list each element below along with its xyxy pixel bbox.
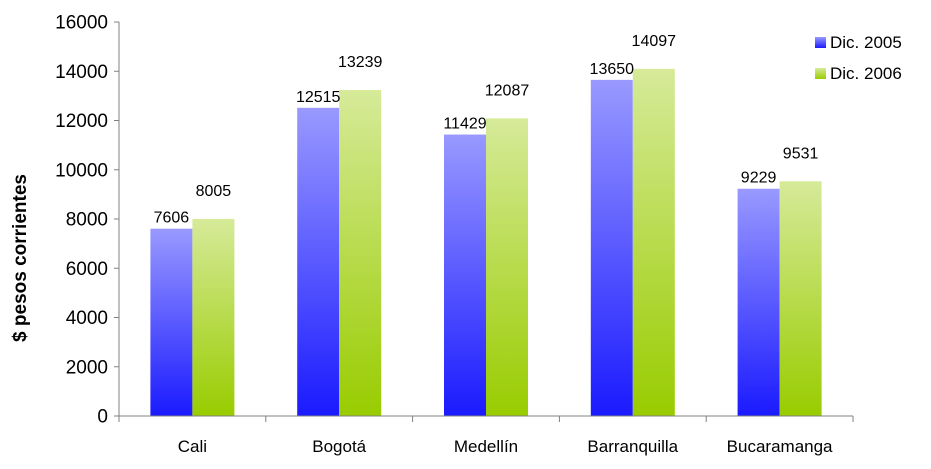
bar-dic-2006-1 — [339, 89, 382, 416]
bar-dic-2006-4 — [779, 181, 822, 416]
data-label-dic-2005-4: 9229 — [741, 170, 777, 187]
ticks-group: 0 2000 4000 6000 8000 10000 12000 14000 16000 Cal… — [55, 13, 854, 456]
bar-dic-2005-0 — [150, 228, 193, 416]
y-tick-label: 12000 — [55, 111, 108, 132]
legend-swatch-dic-2005 — [815, 37, 826, 48]
data-label-dic-2005-2: 11429 — [443, 116, 486, 133]
bar-dic-2005-3 — [590, 79, 633, 417]
bar-dic-2006-0 — [192, 218, 235, 416]
bar-dic-2005-4 — [737, 188, 780, 416]
x-tick-label: Bogotá — [312, 437, 366, 456]
legend-swatch-dic-2006 — [815, 68, 826, 79]
y-tick-label: 4000 — [66, 308, 108, 329]
data-label-dic-2005-0: 7606 — [154, 210, 190, 227]
data-label-dic-2006-4: 9531 — [783, 145, 819, 162]
legend-label-dic-2006: Dic. 2006 — [830, 64, 902, 83]
bar-dic-2005-1 — [297, 107, 340, 417]
y-tick-label: 0 — [97, 407, 108, 428]
y-tick-label: 16000 — [55, 13, 108, 34]
x-tick-label: Barranquilla — [587, 437, 678, 456]
data-label-dic-2006-1: 13239 — [338, 54, 383, 71]
x-tick-label: Cali — [178, 437, 207, 456]
x-tick-label: Medellín — [454, 437, 518, 456]
y-tick-label: 10000 — [55, 160, 108, 181]
data-label-dic-2005-3: 13650 — [590, 61, 635, 78]
data-labels-group: 7606 8005 12515 13239 11429 12087 13650 14097 92… — [154, 33, 819, 227]
data-label-dic-2006-0: 8005 — [196, 183, 232, 200]
data-label-dic-2006-3: 14097 — [632, 33, 677, 50]
y-tick-label: 6000 — [66, 259, 108, 280]
y-tick-label: 2000 — [66, 357, 108, 378]
bar-dic-2006-2 — [486, 118, 528, 416]
y-axis-label: $ pesos corrientes — [10, 174, 31, 342]
x-tick-label: Bucaramanga — [727, 437, 833, 456]
y-tick-label: 14000 — [55, 62, 108, 83]
bar-dic-2006-3 — [632, 68, 675, 416]
bar-dic-2005-2 — [444, 134, 486, 416]
legend-label-dic-2005: Dic. 2005 — [830, 33, 902, 52]
data-label-dic-2006-2: 12087 — [485, 82, 530, 99]
bars-group — [150, 68, 822, 417]
legend: Dic. 2005 Dic. 2006 — [815, 33, 902, 83]
y-tick-label: 8000 — [66, 210, 108, 231]
data-label-dic-2005-1: 12515 — [296, 89, 341, 106]
